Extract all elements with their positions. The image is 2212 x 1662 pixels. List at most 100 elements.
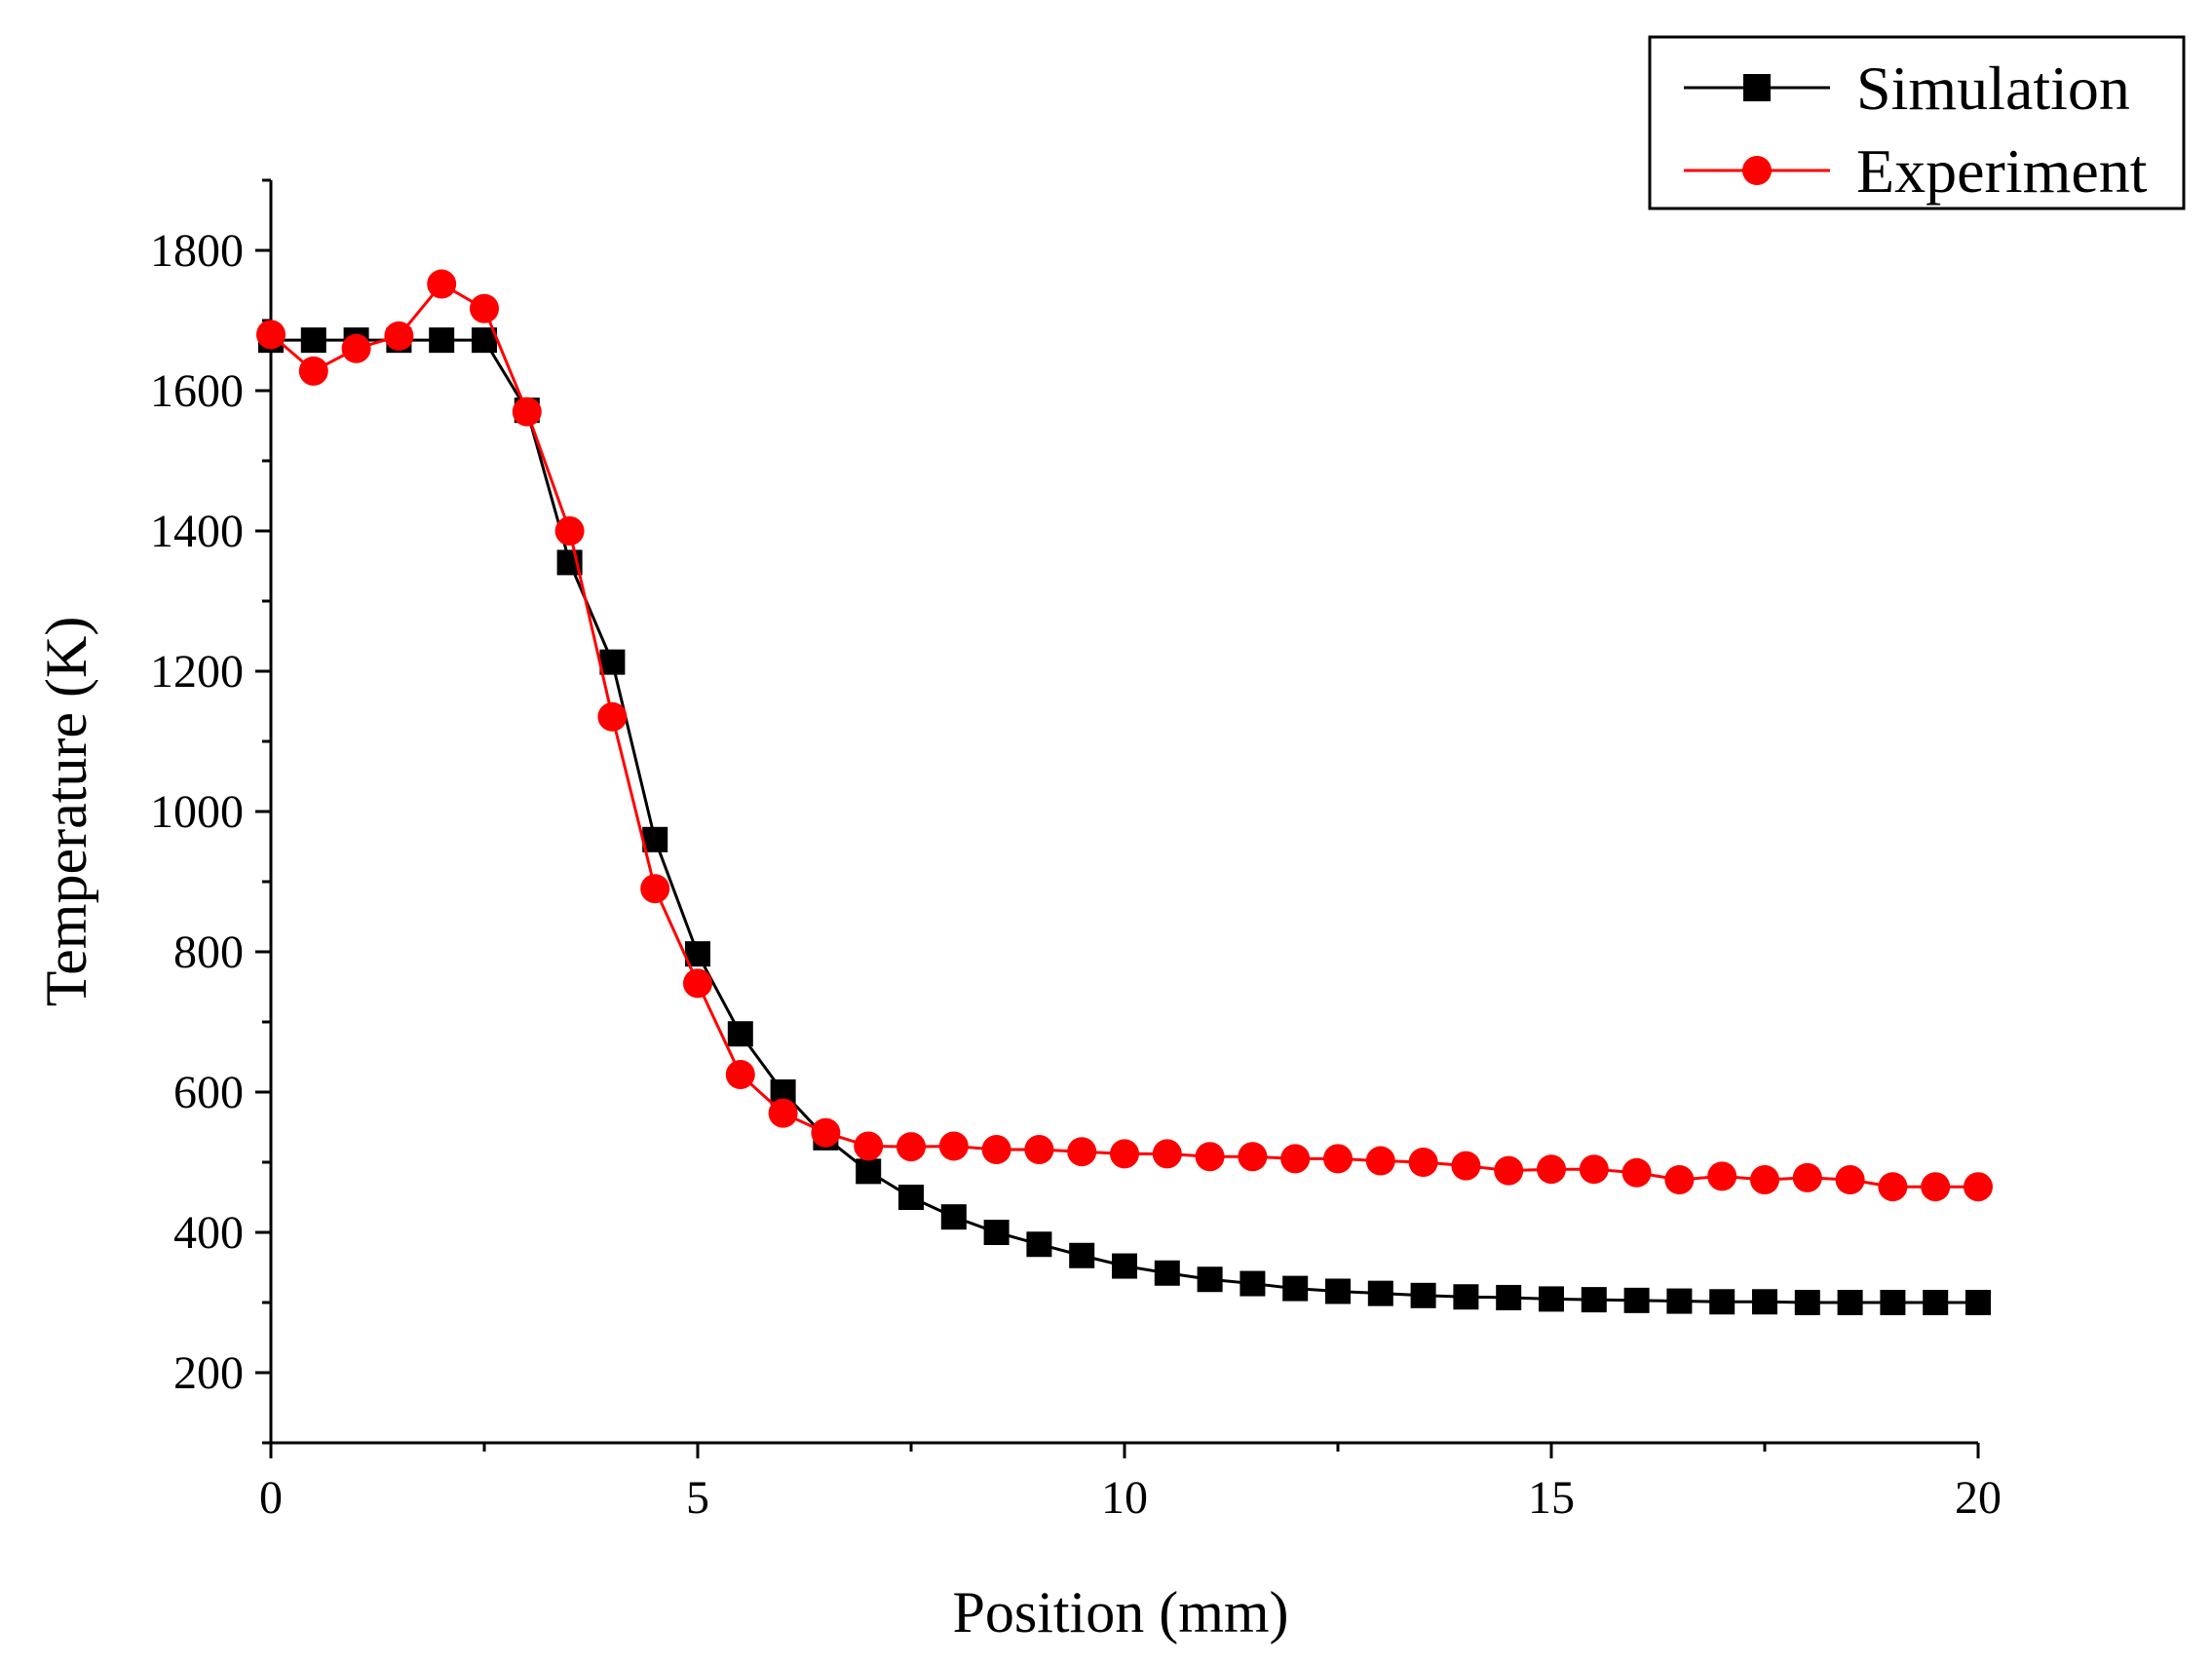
legend: Simulation Experiment: [1648, 35, 2186, 210]
experiment-point: [298, 356, 328, 386]
data-series: [256, 269, 1993, 1315]
simulation-point: [1709, 1289, 1735, 1315]
experiment-point: [1792, 1162, 1822, 1192]
legend-frame: [1648, 35, 2186, 210]
experiment-point: [427, 269, 457, 299]
simulation-point: [1026, 1231, 1052, 1258]
simulation-point: [1880, 1290, 1906, 1315]
experiment-point: [1152, 1139, 1182, 1169]
experiment-point: [896, 1132, 926, 1162]
experiment-point: [1964, 1172, 1993, 1202]
simulation-point: [940, 1204, 967, 1230]
series-simulation: [258, 327, 1991, 1315]
simulation-point: [599, 649, 626, 675]
y-tick-label: 400: [173, 1207, 244, 1259]
simulation-point: [429, 327, 455, 354]
experiment-point: [1707, 1161, 1737, 1191]
x-axis-title: Position (mm): [952, 1580, 1288, 1644]
experiment-point: [640, 874, 670, 904]
simulation-point: [1837, 1290, 1863, 1315]
experiment-point: [768, 1098, 798, 1128]
simulation-point: [1154, 1260, 1180, 1286]
experiment-point: [1579, 1154, 1609, 1185]
experiment-point: [1494, 1155, 1524, 1186]
experiment-point: [1878, 1172, 1908, 1202]
simulation-point: [898, 1185, 924, 1210]
y-tick-label: 800: [173, 926, 244, 978]
experiment-point: [1537, 1154, 1566, 1185]
experiment-point: [554, 516, 585, 546]
simulation-point: [1325, 1278, 1351, 1304]
simulation-point: [1581, 1287, 1607, 1313]
tick-marks: [255, 178, 1980, 1458]
simulation-point: [1752, 1289, 1777, 1315]
experiment-point: [470, 293, 499, 323]
x-tick-label: 10: [1101, 1472, 1148, 1524]
simulation-point: [1282, 1275, 1309, 1302]
simulation-point: [1794, 1290, 1820, 1315]
experiment-point: [341, 333, 371, 363]
simulation-point: [1539, 1286, 1564, 1312]
experiment-point: [1195, 1142, 1225, 1172]
experiment-point: [256, 320, 286, 350]
y-tick-label: 1800: [150, 225, 244, 277]
simulation-point: [856, 1158, 882, 1185]
experiment-point: [938, 1131, 969, 1161]
simulation-point: [983, 1220, 1010, 1245]
legend-experiment-marker: [1742, 156, 1772, 185]
simulation-point: [642, 826, 668, 852]
legend-experiment-label: Experiment: [1856, 136, 2148, 206]
experiment-point: [1365, 1146, 1395, 1176]
simulation-point: [1965, 1290, 1991, 1315]
y-tick-label: 1200: [150, 646, 244, 698]
experiment-point: [811, 1117, 841, 1148]
simulation-point: [1367, 1280, 1393, 1306]
tick-labels: 200 400 600 800 1000 1200 1400 1600 1800 0 5 10 15 20: [150, 225, 2002, 1524]
experiment-point: [725, 1060, 755, 1089]
experiment-point: [981, 1135, 1011, 1165]
x-tick-label: 0: [259, 1472, 283, 1524]
simulation-point: [1069, 1242, 1095, 1268]
simulation-point: [727, 1021, 753, 1047]
simulation-point: [1239, 1270, 1266, 1297]
experiment-point: [1921, 1172, 1951, 1202]
series-experiment: [256, 269, 1993, 1202]
experiment-point: [1323, 1144, 1353, 1174]
y-tick-label: 1600: [150, 365, 244, 417]
experiment-point: [854, 1131, 884, 1161]
experiment-point: [597, 701, 628, 732]
experiment-point: [1024, 1135, 1054, 1165]
x-tick-label: 15: [1528, 1472, 1575, 1524]
x-tick-label: 5: [686, 1472, 709, 1524]
experiment-point: [1408, 1148, 1438, 1177]
experiment-point: [1621, 1157, 1652, 1188]
y-tick-label: 1400: [150, 506, 244, 557]
y-tick-label: 200: [173, 1347, 244, 1399]
y-tick-label: 600: [173, 1067, 244, 1118]
simulation-point: [1112, 1253, 1137, 1279]
experiment-point: [1664, 1165, 1695, 1194]
y-axis-title: Temperature (K): [34, 617, 98, 1007]
experiment-point: [512, 397, 542, 427]
experiment-point: [1750, 1165, 1779, 1194]
legend-simulation-marker: [1743, 74, 1771, 101]
simulation-point: [1197, 1266, 1223, 1293]
experiment-point: [384, 321, 414, 351]
experiment-point: [1451, 1151, 1481, 1181]
experiment-point: [1110, 1139, 1139, 1169]
experiment-point: [1067, 1137, 1097, 1167]
x-tick-label: 20: [1955, 1472, 2002, 1524]
experiment-point: [1238, 1142, 1268, 1172]
experiment-point: [1280, 1144, 1311, 1174]
simulation-point: [1410, 1282, 1436, 1308]
simulation-point: [1453, 1284, 1479, 1310]
experiment-point: [1835, 1165, 1865, 1194]
legend-simulation-label: Simulation: [1856, 54, 2130, 123]
y-tick-label: 1000: [150, 786, 244, 838]
simulation-point: [300, 327, 326, 354]
simulation-point: [1623, 1287, 1650, 1313]
simulation-point: [1923, 1290, 1949, 1315]
simulation-point: [1496, 1284, 1522, 1310]
simulation-point: [1666, 1288, 1693, 1314]
